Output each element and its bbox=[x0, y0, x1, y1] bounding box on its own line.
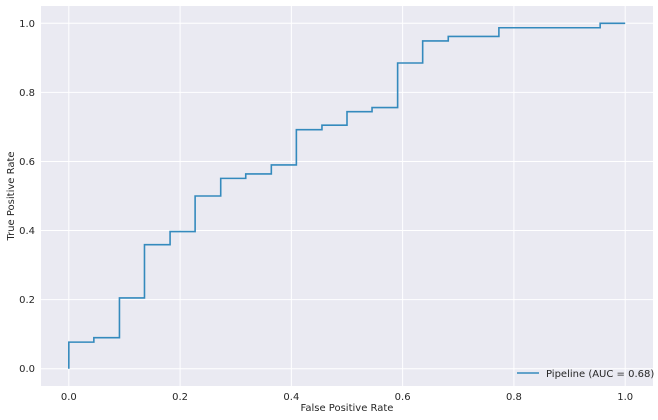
y-axis-label: True Positive Rate bbox=[6, 151, 17, 241]
x-tick-label: 0.6 bbox=[395, 392, 411, 403]
x-tick-label: 1.0 bbox=[617, 392, 633, 403]
grid-lines bbox=[41, 6, 653, 386]
y-tick-label: 0.4 bbox=[19, 226, 35, 237]
x-axis-label: False Positive Rate bbox=[301, 403, 394, 414]
x-tick-label: 0.2 bbox=[172, 392, 188, 403]
y-tick-label: 0.8 bbox=[19, 88, 35, 99]
x-tick-label: 0.4 bbox=[283, 392, 299, 403]
y-tick-label: 0.0 bbox=[19, 364, 35, 375]
x-tick-label: 0.0 bbox=[61, 392, 77, 403]
legend: Pipeline (AUC = 0.68) bbox=[517, 369, 654, 380]
tick-labels: 0.0 0.2 0.4 0.6 0.8 1.0 0.0 0.2 0.4 0.6 0.8 1.0 bbox=[19, 19, 633, 403]
series-line-pipeline bbox=[68, 22, 626, 369]
legend-label-pipeline: Pipeline (AUC = 0.68) bbox=[546, 369, 654, 380]
series-layer bbox=[68, 22, 626, 369]
y-tick-label: 0.6 bbox=[19, 157, 35, 168]
x-tick-label: 0.8 bbox=[506, 392, 522, 403]
y-tick-label: 0.2 bbox=[19, 295, 35, 306]
y-tick-label: 1.0 bbox=[19, 19, 35, 30]
plot-background bbox=[41, 6, 653, 386]
